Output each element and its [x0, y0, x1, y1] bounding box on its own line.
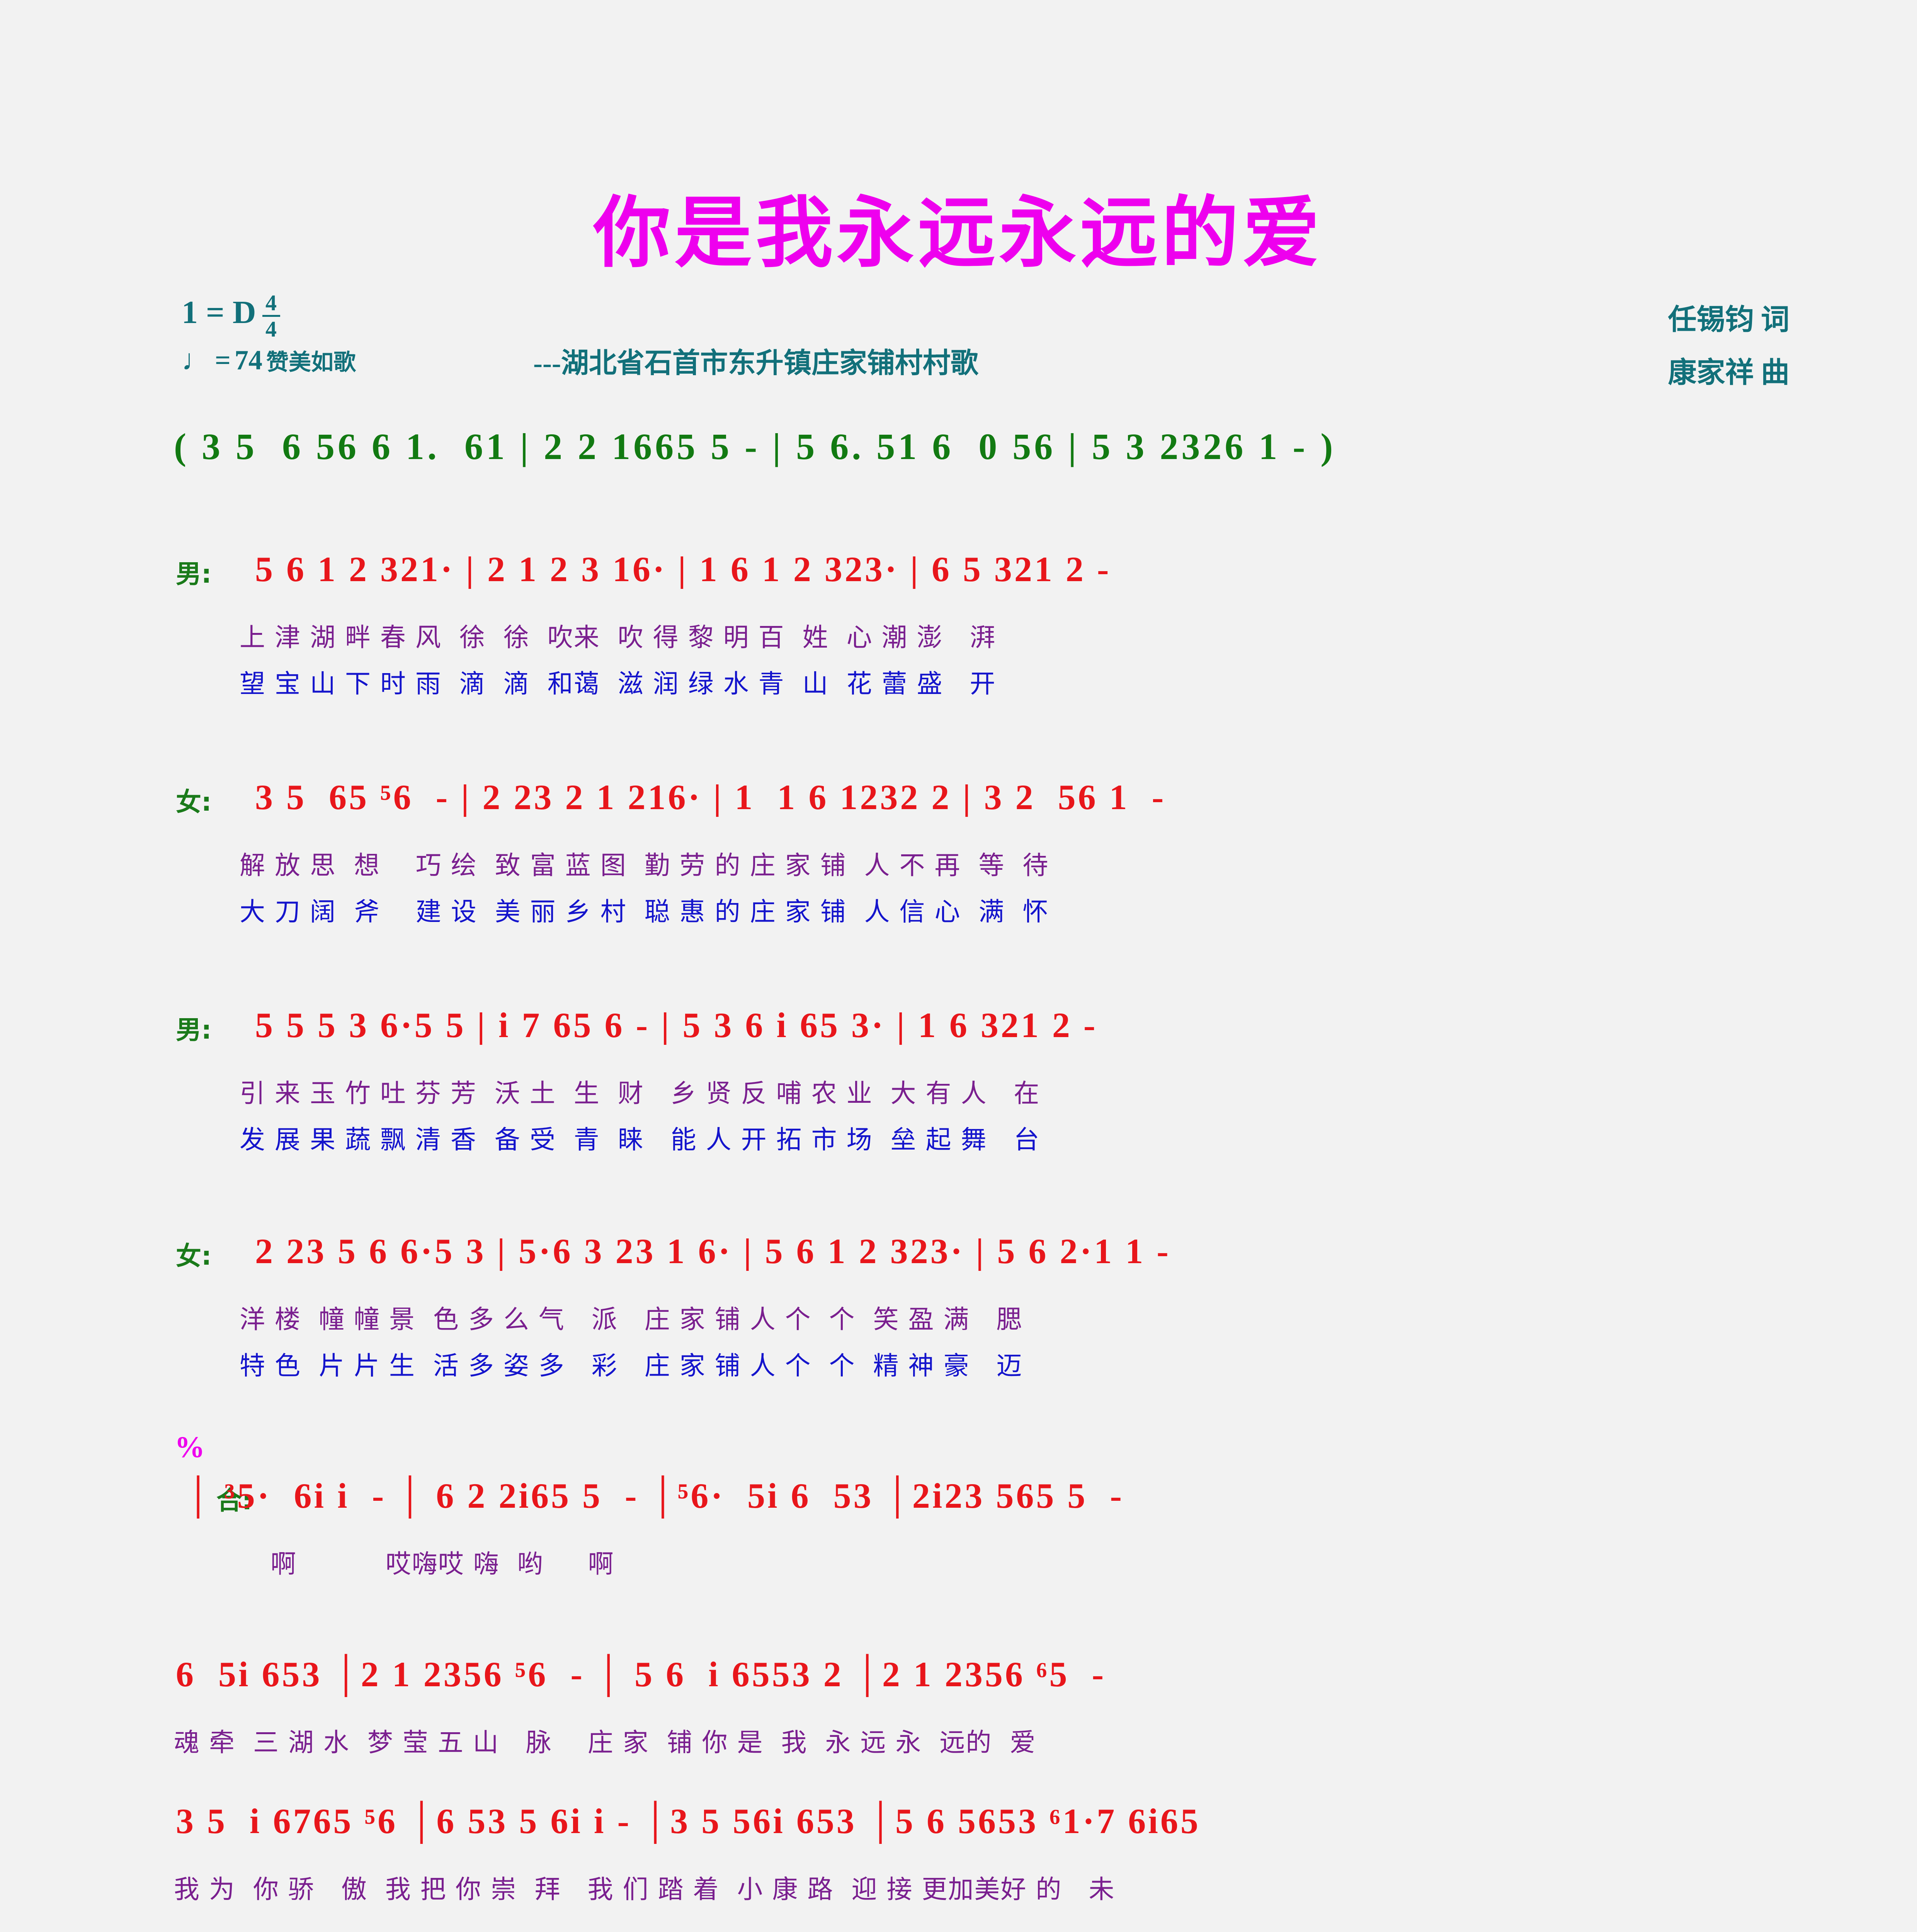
quarter-note-icon: ♩: [182, 344, 211, 376]
tempo-value: 74: [235, 344, 263, 376]
lyric-row-line7: 我 为 你 骄 傲 我 把 你 崇 拜 我 们 踏 着 小 康 路 迎 接 更加…: [174, 1874, 1115, 1904]
part-label-female-2: 女:: [176, 1241, 212, 1271]
system-verse4: 女: 2 23 5 6 6·5 3 | 5·6 3 23 1 6· | 5 6 …: [0, 1231, 1917, 1393]
system-chorus: % 合: │ ³5· 6i i - │ 6 2 2i65 5 - │⁵6· 5i…: [0, 1430, 1917, 1579]
lyricist-credit: 任锡钧 词: [1668, 304, 1790, 336]
part-label-female-1: 女:: [176, 787, 212, 817]
lyric-row-chorus: 啊 哎嗨哎 嗨 哟 啊: [270, 1549, 614, 1579]
system-intro: ( 3 5 6 56 6 1. 61 | 2 2 1665 5 - | 5 6.…: [0, 425, 1917, 495]
system-verse1: 男: 5 6 1 2 321· | 2 1 2 3 16· | 1 6 1 2 …: [0, 549, 1917, 711]
lyric-row-line6: 魂 牵 三 湖 水 梦 莹 五 山 脉 庄 家 铺 你 是 我 永 远 永 远的…: [174, 1728, 1036, 1757]
lyric-row-verse3-a: 引 来 玉 竹 吐 芬 芳 沃 土 生 财 乡 贤 反 哺 农 业 大 有 人 …: [240, 1078, 1040, 1108]
lyric-row-verse2-b: 大 刀 阔 斧 建 设 美 丽 乡 村 聪 惠 的 庄 家 铺 人 信 心 满 …: [240, 897, 1049, 927]
note-row-line6: 6 5i 653 │2 1 2356 ⁵6 - │ 5 6 i 6553 2 │…: [176, 1655, 1106, 1694]
lyric-row-verse1-a: 上 津 湖 畔 春 风 徐 徐 吹来 吹 得 黎 明 百 姓 心 潮 澎 湃: [240, 622, 996, 652]
note-row-chorus: │ ³5· 6i i - │ 6 2 2i65 5 - │⁵6· 5i 6 53…: [185, 1476, 1124, 1515]
time-signature-bar: [262, 315, 280, 317]
system-line7: 3 5 i 6765 ⁵6 │6 53 5 6i i - │3 5 56i 65…: [0, 1801, 1917, 1932]
note-row-verse3: 5 5 5 3 6·5 5 | i 7 65 6 - | 5 3 6 i 65 …: [255, 1005, 1098, 1045]
note-row-line7: 3 5 i 6765 ⁵6 │6 53 5 6i i - │3 5 56i 65…: [176, 1801, 1201, 1841]
key-label: 1 = D: [182, 294, 256, 330]
lyric-row-verse2-a: 解 放 思 想 巧 绘 致 富 蓝 图 勤 劳 的 庄 家 铺 人 不 再 等 …: [240, 850, 1049, 880]
note-row-intro: ( 3 5 6 56 6 1. 61 | 2 2 1665 5 - | 5 6.…: [174, 426, 1336, 467]
time-signature-bottom: 4: [265, 316, 277, 342]
lyric-row-verse3-b: 发 展 果 蔬 飘 清 香 备 受 青 睐 能 人 开 拓 市 场 垒 起 舞 …: [240, 1125, 1040, 1155]
credits: 任锡钧 词 康家祥 曲: [1668, 294, 1790, 400]
subtitle: ---湖北省石首市东升镇庄家铺村村歌: [533, 348, 978, 379]
time-signature-top: 4: [265, 290, 277, 315]
key-signature: 1 = D 4 4: [182, 290, 280, 342]
note-row-verse4: 2 23 5 6 6·5 3 | 5·6 3 23 1 6· | 5 6 1 2…: [255, 1231, 1171, 1271]
segno-icon: %: [175, 1430, 205, 1464]
lyric-row-verse1-b: 望 宝 山 下 时 雨 滴 滴 和蔼 滋 润 绿 水 青 山 花 蕾 盛 开: [240, 669, 996, 699]
tempo-equals: =: [215, 344, 231, 376]
composer-credit: 康家祥 曲: [1668, 357, 1790, 389]
system-line6: 6 5i 653 │2 1 2356 ⁵6 - │ 5 6 i 6553 2 │…: [0, 1654, 1917, 1785]
note-row-verse2: 3 5 65 ⁵6 - | 2 23 2 1 216· | 1 1 6 1232…: [255, 777, 1166, 817]
lyric-row-verse4-a: 洋 楼 幢 幢 景 色 多 么 气 派 庄 家 铺 人 个 个 笑 盈 满 腮: [240, 1304, 1023, 1334]
time-signature: 4 4: [262, 290, 280, 342]
part-label-together: 合:: [216, 1486, 252, 1515]
system-verse3: 男: 5 5 5 3 6·5 5 | i 7 65 6 - | 5 3 6 i …: [0, 1005, 1917, 1167]
page-title: 你是我永远永远的爱: [593, 188, 1324, 278]
lyric-row-verse4-b: 特 色 片 片 生 活 多 姿 多 彩 庄 家 铺 人 个 个 精 神 豪 迈: [240, 1351, 1023, 1381]
tempo-style: 赞美如歌: [266, 350, 356, 375]
part-label-male-2: 男:: [176, 1015, 212, 1045]
system-verse2: 女: 3 5 65 ⁵6 - | 2 23 2 1 216· | 1 1 6 1…: [0, 777, 1917, 939]
note-row-verse1: 5 6 1 2 321· | 2 1 2 3 16· | 1 6 1 2 323…: [255, 549, 1111, 589]
part-label-male-1: 男:: [176, 559, 212, 589]
tempo-marking: ♩ = 74 赞美如歌: [182, 344, 356, 376]
